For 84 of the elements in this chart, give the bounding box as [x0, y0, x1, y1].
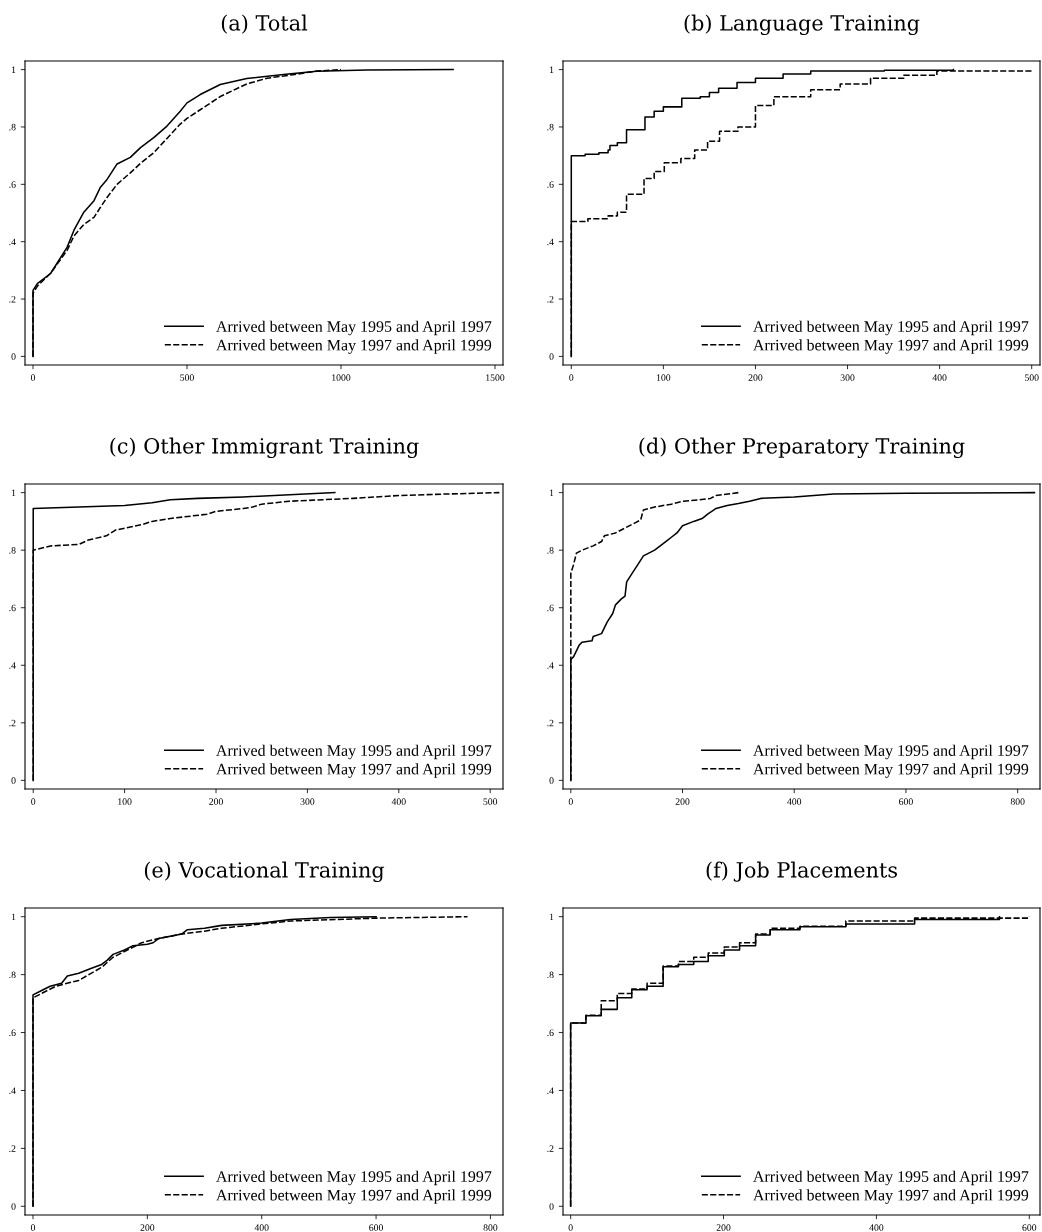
legend-label: Arrived between May 1995 and April 1997: [753, 1170, 1029, 1186]
y-tick-label: .2: [547, 719, 554, 727]
y-tick-label: 0: [11, 777, 16, 784]
y-tick-label: .6: [547, 181, 554, 188]
x-tick-label: 400: [869, 1224, 884, 1231]
chart-title: (c) Other Immigrant Training: [110, 437, 419, 459]
y-tick-label: .6: [9, 1029, 16, 1037]
chart-title: (a) Total: [221, 14, 308, 34]
x-tick-label: 200: [209, 798, 223, 805]
x-tick-label: 400: [932, 374, 947, 381]
y-tick-label: 0: [11, 1203, 16, 1210]
y-tick-label: .4: [547, 238, 554, 246]
y-tick-label: .8: [9, 547, 16, 554]
y-tick-label: 0: [11, 353, 16, 360]
y-tick-label: .2: [9, 1145, 16, 1152]
x-tick-label: 600: [899, 798, 913, 805]
x-tick-label: 200: [675, 798, 690, 805]
x-tick-label: 500: [180, 374, 194, 381]
x-tick-label: 800: [1010, 798, 1025, 805]
y-tick-label: .2: [9, 295, 16, 303]
legend-label: Arrived between May 1995 and April 1997: [216, 320, 492, 336]
chart-title: (f) Job Placements: [706, 861, 897, 882]
y-tick-label: .8: [9, 123, 16, 131]
legend-label: Arrived between May 1997 and April 1999: [753, 339, 1029, 354]
y-tick-label: 1: [11, 66, 16, 73]
chart-title: (b) Language Training: [684, 14, 920, 36]
y-tick-label: .6: [9, 604, 16, 612]
x-tick-label: 0: [30, 374, 36, 381]
legend-label: Arrived between May 1997 and April 1999: [216, 339, 492, 354]
x-tick-label: 200: [748, 374, 763, 381]
x-tick-label: 500: [483, 798, 498, 805]
chart-title: (d) Other Preparatory Training: [639, 437, 965, 459]
y-tick-label: 0: [549, 777, 554, 784]
x-tick-label: 200: [140, 1224, 155, 1231]
y-tick-label: 1: [549, 66, 554, 73]
y-tick-label: .6: [547, 604, 554, 612]
legend-label: Arrived between May 1995 and April 1997: [216, 1170, 492, 1186]
legend-label: Arrived between May 1995 and April 1997: [753, 320, 1029, 336]
legend-label: Arrived between May 1995 and April 1997: [216, 744, 492, 760]
y-tick-label: .4: [547, 662, 554, 669]
x-tick-label: 0: [31, 798, 36, 805]
chart-title: (e) Vocational Training: [144, 861, 385, 883]
x-tick-label: 300: [300, 798, 315, 805]
x-tick-label: 400: [254, 1224, 269, 1231]
y-tick-label: .4: [547, 1087, 554, 1094]
y-tick-label: .2: [547, 295, 554, 303]
x-tick-label: 300: [840, 374, 855, 381]
x-tick-label: 600: [369, 1224, 383, 1231]
x-tick-label: 100: [656, 374, 671, 381]
x-tick-label: 0: [568, 1224, 573, 1231]
y-tick-label: .6: [9, 181, 16, 188]
legend-label: Arrived between May 1997 and April 1999: [753, 1189, 1029, 1204]
y-tick-label: 0: [549, 1203, 554, 1210]
y-tick-label: 0: [549, 353, 554, 360]
x-tick-label: 0: [568, 798, 573, 805]
y-tick-label: .8: [547, 547, 554, 554]
x-tick-label: 400: [391, 798, 406, 805]
legend-label: Arrived between May 1997 and April 1999: [216, 1189, 492, 1204]
legend-label: Arrived between May 1995 and April 1997: [753, 744, 1029, 760]
y-tick-label: .6: [547, 1029, 554, 1037]
legend-label: Arrived between May 1997 and April 1999: [753, 763, 1029, 778]
x-tick-label: 800: [483, 1224, 498, 1231]
x-tick-label: 1500: [486, 374, 505, 381]
y-tick-label: .2: [547, 1145, 554, 1152]
y-tick-label: .4: [9, 238, 16, 246]
x-tick-label: 400: [787, 798, 802, 805]
y-tick-label: 1: [549, 913, 554, 921]
x-tick-label: 100: [118, 798, 132, 805]
y-tick-label: .8: [547, 123, 554, 131]
x-tick-label: 0: [569, 374, 574, 381]
y-tick-label: 1: [549, 489, 554, 497]
x-tick-label: 200: [716, 1224, 731, 1231]
y-tick-label: 1: [11, 489, 16, 497]
legend-label: Arrived between May 1997 and April 1999: [216, 763, 492, 778]
y-tick-label: .4: [9, 662, 16, 669]
y-tick-label: .8: [547, 971, 554, 979]
x-tick-label: 600: [1022, 1224, 1037, 1231]
x-tick-label: 500: [1024, 374, 1039, 381]
y-tick-label: .2: [9, 719, 16, 727]
y-tick-label: .8: [9, 971, 16, 979]
x-tick-label: 0: [30, 1224, 36, 1231]
y-tick-label: .4: [9, 1087, 16, 1094]
x-tick-label: 1000: [332, 374, 351, 381]
y-tick-label: 1: [11, 913, 16, 921]
